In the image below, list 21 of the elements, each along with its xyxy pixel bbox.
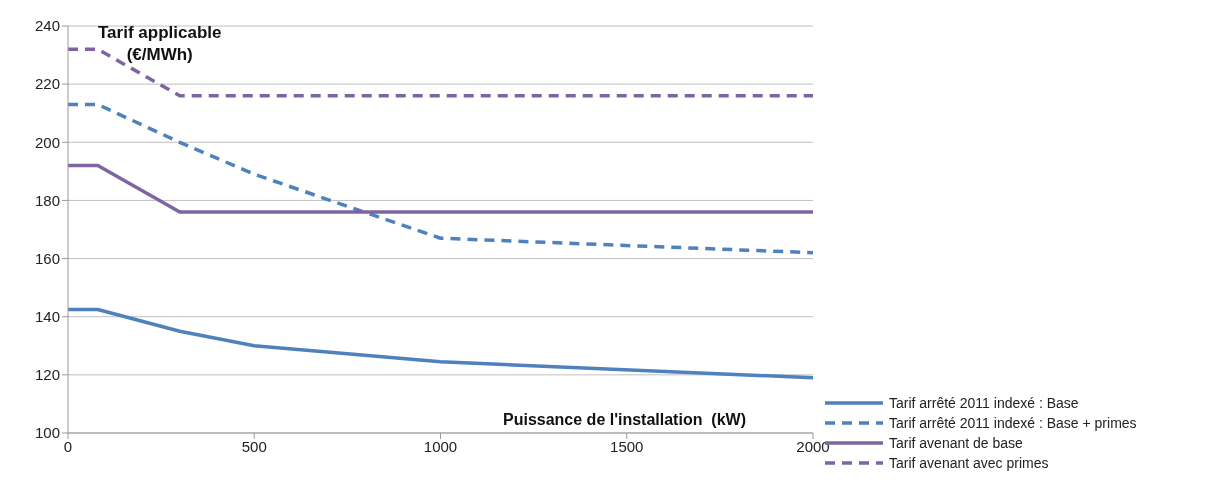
legend-label: Tarif arrêté 2011 indexé : Base <box>889 394 1079 413</box>
y-tick-label: 100 <box>34 424 60 442</box>
x-tick-label: 1000 <box>423 437 458 455</box>
y-tick-label: 160 <box>34 249 60 267</box>
x-tick-label: 0 <box>63 437 73 455</box>
y-tick-label: 240 <box>34 17 60 35</box>
x-tick-label: 500 <box>241 437 267 455</box>
x-tick-label: 1500 <box>610 437 644 455</box>
line-series <box>68 102 813 255</box>
y-tick-label: 200 <box>34 133 60 151</box>
line-series <box>68 307 813 380</box>
legend-label: Tarif arrêté 2011 indexé : Base + primes <box>889 414 1137 433</box>
x-tick-label: 2000 <box>796 437 830 455</box>
y-tick-label: 180 <box>34 191 60 209</box>
x-axis-title: Puissance de l'installation (kW) <box>503 411 746 429</box>
y-axis-title: Tarif applicable (€/MWh) <box>98 22 222 66</box>
y-tick-label: 140 <box>34 308 60 326</box>
y-tick-label: 120 <box>34 366 60 384</box>
y-tick-label: 220 <box>34 75 60 93</box>
legend-label: Tarif avenant avec primes <box>889 454 1049 473</box>
legend-label: Tarif avenant de base <box>889 434 1023 453</box>
